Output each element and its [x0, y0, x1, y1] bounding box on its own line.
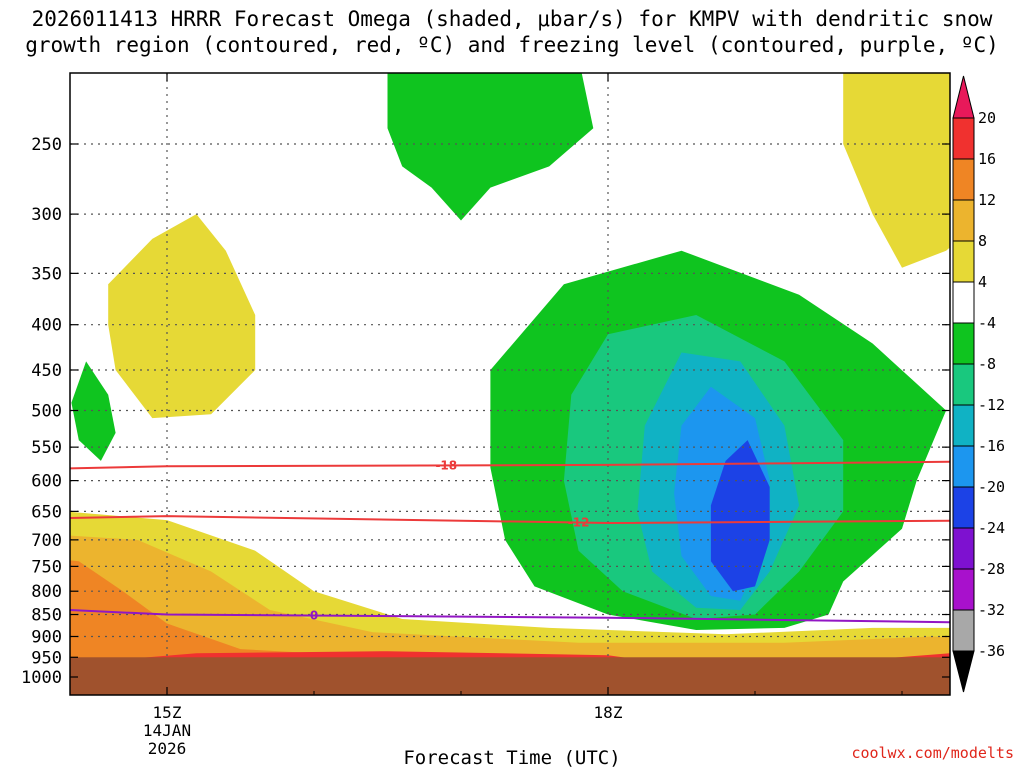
ytick-label-650: 650 — [31, 502, 62, 522]
omega-orange-core — [70, 560, 388, 661]
colorbar-swatch-1 — [952, 158, 975, 201]
colorbar-label-6: -8 — [978, 355, 996, 373]
ytick-label-800: 800 — [31, 582, 62, 602]
colorbar-swatch-0 — [952, 117, 975, 160]
ytick-label-600: 600 — [31, 472, 62, 492]
ytick-label-750: 750 — [31, 557, 62, 577]
colorbar-label-2: 12 — [978, 191, 996, 209]
ytick-label-300: 300 — [31, 205, 62, 225]
ytick-label-550: 550 — [31, 438, 62, 458]
credit-link[interactable]: coolwx.com/modelts — [851, 744, 1014, 762]
surface-ground-fill — [70, 657, 950, 695]
xtick-label-15Z: 15Z — [153, 703, 182, 722]
contour-label-0-0: -18 — [435, 458, 457, 472]
colorbar-label-7: -12 — [978, 396, 1005, 414]
omega-yellow-upper-center — [843, 73, 950, 268]
ytick-label-250: 250 — [31, 135, 62, 155]
colorbar-swatch-10 — [952, 527, 975, 570]
ytick-label-850: 850 — [31, 606, 62, 626]
omega-red-surface-left — [122, 651, 638, 660]
ytick-label-350: 350 — [31, 264, 62, 284]
colorbar-swatch-9 — [952, 486, 975, 529]
colorbar-swatch-6 — [952, 363, 975, 406]
colorbar-label-9: -20 — [978, 478, 1005, 496]
colorbar-label-10: -24 — [978, 519, 1005, 537]
colorbar-label-8: -16 — [978, 437, 1005, 455]
contour-line-1 — [70, 515, 950, 525]
chart-title-line-2: growth region (contoured, red, ºC) and f… — [25, 33, 999, 57]
omega-dkblue-main — [710, 440, 770, 592]
colorbar-swatch-2 — [952, 199, 975, 242]
xtick-label-18Z: 18Z — [594, 703, 623, 722]
ytick-label-500: 500 — [31, 402, 62, 422]
x-axis-title: Forecast Time (UTC) — [403, 747, 621, 769]
colorbar-top-arrow — [952, 75, 975, 119]
colorbar-swatch-8 — [952, 445, 975, 488]
contour-label-1-0: -12 — [568, 516, 590, 530]
omega-ltorange-lowlevel — [70, 535, 950, 661]
colorbar-label-3: 8 — [978, 232, 987, 250]
colorbar-swatch-12 — [952, 609, 975, 652]
ytick-label-1000: 1000 — [21, 668, 62, 688]
colorbar-swatch-3 — [952, 240, 975, 283]
xtick-year-15Z: 2026 — [148, 739, 187, 758]
omega-yellow-upper-left — [108, 214, 256, 419]
colorbar-label-4: 4 — [978, 273, 987, 291]
chart-title-line-1: 2026011413 HRRR Forecast Omega (shaded, … — [31, 7, 993, 31]
ytick-label-450: 450 — [31, 361, 62, 381]
colorbar-swatch-11 — [952, 568, 975, 611]
ytick-label-900: 900 — [31, 627, 62, 647]
ytick-label-950: 950 — [31, 648, 62, 668]
colorbar-label-11: -28 — [978, 560, 1005, 578]
colorbar-bottom-arrow — [952, 650, 975, 693]
omega-green-upper — [387, 73, 594, 221]
colorbar-swatch-5 — [952, 322, 975, 365]
contour-label-2-0: 0 — [310, 609, 318, 623]
colorbar-label-1: 16 — [978, 150, 996, 168]
ytick-label-400: 400 — [31, 316, 62, 336]
plot-frame — [69, 72, 951, 696]
contour-line-0 — [70, 460, 950, 470]
colorbar-label-5: -4 — [978, 314, 996, 332]
ytick-label-700: 700 — [31, 531, 62, 551]
colorbar-swatch-7 — [952, 404, 975, 447]
xtick-date-15Z: 14JAN — [143, 721, 191, 740]
colorbar-label-13: -36 — [978, 642, 1005, 660]
colorbar-label-0: 20 — [978, 109, 996, 127]
omega-green-sliver — [71, 361, 116, 461]
colorbar-swatch-4 — [952, 281, 975, 324]
colorbar-label-12: -32 — [978, 601, 1005, 619]
